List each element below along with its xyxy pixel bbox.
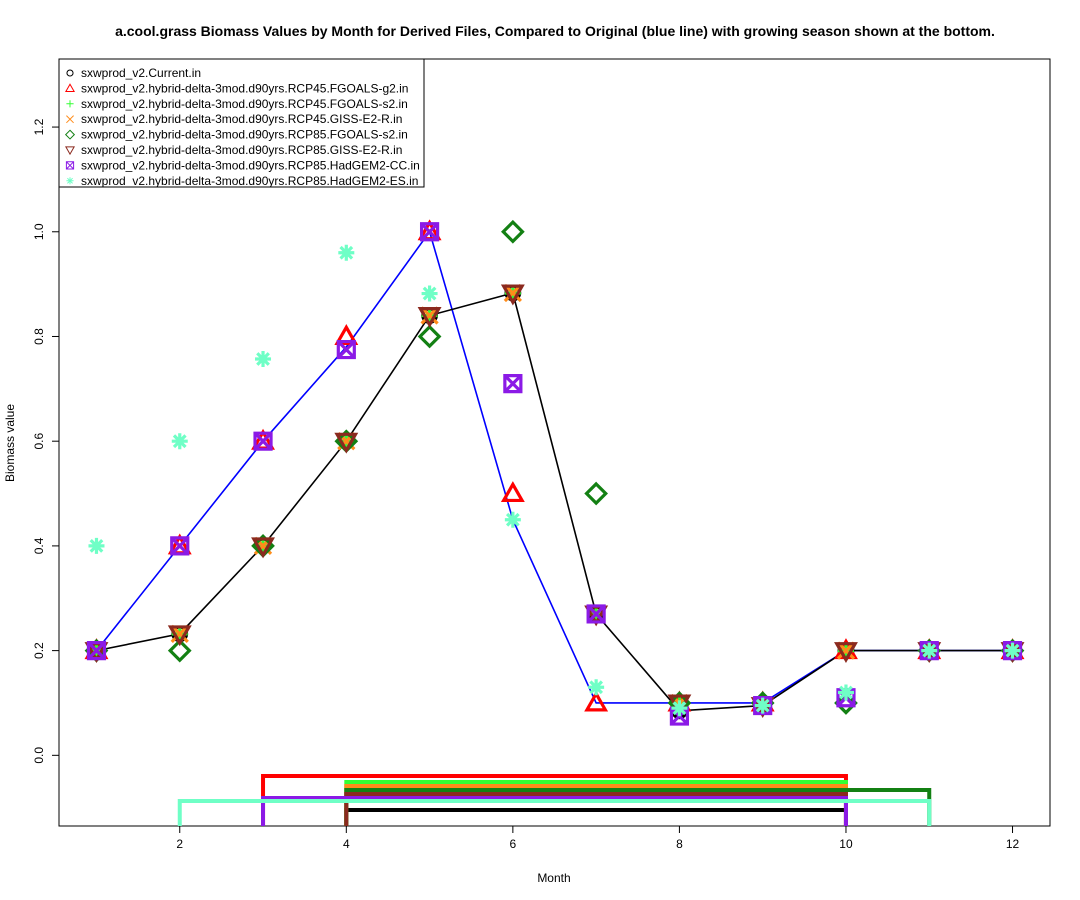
legend-label: sxwprod_v2.hybrid-delta-3mod.d90yrs.RCP8… (81, 128, 408, 142)
legend-label: sxwprod_v2.hybrid-delta-3mod.d90yrs.RCP4… (81, 97, 408, 111)
series-line (96, 292, 1013, 712)
legend: sxwprod_v2.Current.insxwprod_v2.hybrid-d… (58, 58, 425, 188)
legend-symbol (64, 83, 76, 93)
legend-symbol (66, 100, 74, 108)
data-point (503, 374, 523, 394)
y-tick-label: 0.4 (32, 537, 46, 554)
legend-label: sxwprod_v2.hybrid-delta-3mod.d90yrs.RCP4… (81, 81, 408, 95)
data-point (754, 697, 771, 714)
data-point (336, 339, 356, 360)
data-point (417, 324, 442, 349)
data-point (421, 285, 438, 302)
series-points (84, 219, 1025, 715)
y-tick-label: 0.6 (32, 433, 46, 450)
data-point (170, 536, 190, 556)
x-tick-label: 4 (343, 837, 350, 851)
legend-symbol (66, 177, 74, 185)
data-point (500, 284, 525, 306)
legend-symbol (64, 129, 76, 140)
legend-symbol (66, 69, 74, 77)
data-point (834, 642, 858, 664)
x-tick-label: 12 (1006, 837, 1020, 851)
series-points (88, 284, 1021, 720)
original-blue-line (95, 229, 1013, 704)
x-tick-label: 2 (176, 837, 183, 851)
data-point (86, 641, 107, 661)
axes: 2 4 6 8 10 12 0.0 0.2 0.4 0.6 0.8 1.0 1.2 (32, 118, 1020, 851)
growing-season-bar (261, 796, 848, 826)
series-points (87, 283, 1022, 715)
data-point (338, 244, 355, 261)
data-point (334, 432, 359, 454)
data-point (419, 222, 440, 242)
y-tick-label: 0.2 (32, 642, 46, 659)
legend-symbol (66, 115, 74, 124)
series-points (86, 222, 1023, 726)
legend-label: sxwprod_v2.Current.in (81, 66, 201, 80)
growing-season-bar (177, 799, 932, 826)
data-point (253, 431, 273, 451)
data-point (167, 625, 192, 647)
y-tick-label: 0.0 (32, 747, 46, 764)
data-point (586, 604, 606, 624)
x-axis-label: Month (537, 871, 570, 885)
growing-season-bars (177, 774, 932, 826)
legend-box (58, 58, 425, 188)
growing-season-bar (344, 808, 848, 826)
data-point (167, 638, 192, 663)
series-points (88, 285, 1021, 714)
data-point (500, 481, 525, 503)
series-points (88, 244, 1021, 717)
data-point (671, 700, 688, 717)
chart-title: a.cool.grass Biomass Values by Month for… (115, 23, 995, 39)
y-axis-label: Biomass value (3, 404, 17, 482)
legend-label: sxwprod_v2.hybrid-delta-3mod.d90yrs.RCP4… (81, 112, 402, 126)
data-point (584, 481, 609, 506)
legend-symbol (65, 161, 75, 170)
y-tick-label: 0.8 (32, 328, 46, 345)
legend-symbol (64, 146, 76, 156)
data-point (171, 433, 188, 450)
data-point (417, 307, 442, 328)
data-point (334, 324, 359, 345)
data-point (584, 690, 609, 712)
data-point (251, 537, 275, 559)
data-point (921, 642, 938, 659)
y-tick-label: 1.2 (32, 118, 46, 135)
data-point (255, 350, 272, 367)
x-tick-label: 6 (510, 837, 517, 851)
data-point (88, 537, 105, 554)
x-tick-label: 10 (839, 837, 853, 851)
data-point (500, 219, 525, 244)
data-point (504, 511, 521, 528)
data-points (84, 219, 1025, 726)
series-points (84, 219, 1025, 712)
series-lines (95, 229, 1013, 712)
x-tick-label: 8 (676, 837, 683, 851)
y-tick-label: 1.0 (32, 223, 46, 240)
data-point (837, 684, 854, 701)
legend-label: sxwprod_v2.hybrid-delta-3mod.d90yrs.RCP8… (81, 174, 418, 188)
data-point (588, 679, 605, 696)
series-points (84, 284, 1025, 719)
legend-label: sxwprod_v2.hybrid-delta-3mod.d90yrs.RCP8… (81, 158, 420, 172)
data-point (1004, 642, 1021, 659)
legend-label: sxwprod_v2.hybrid-delta-3mod.d90yrs.RCP8… (81, 143, 402, 157)
